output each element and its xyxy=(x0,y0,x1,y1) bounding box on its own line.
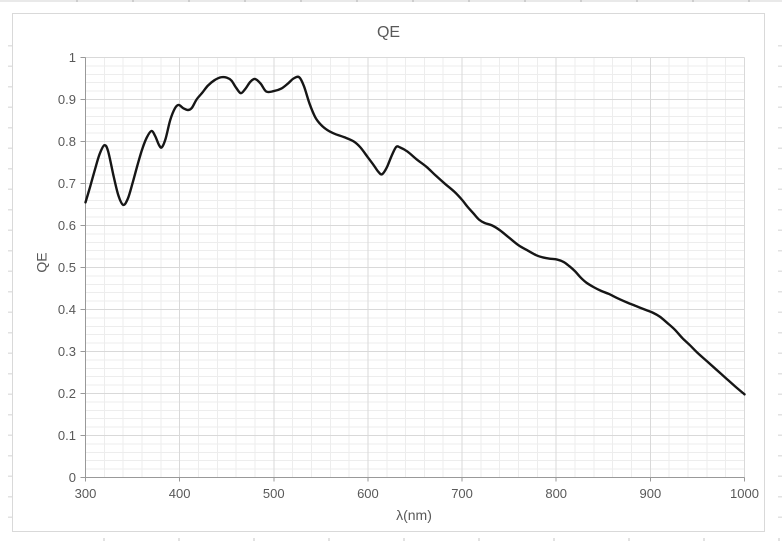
y-tick-label: 1 xyxy=(68,49,76,65)
y-tick-label: 0.2 xyxy=(57,385,76,401)
y-tick-label: 0.1 xyxy=(57,427,76,443)
x-tick-label: 300 xyxy=(74,486,97,501)
spreadsheet-row-gridline-stubs-left xyxy=(8,26,12,531)
y-tick-label: 0.4 xyxy=(57,301,76,317)
chart-container[interactable]: QE QE 0 0.1 0.2 0.3 0.4 0.5 0.6 0.7 0.8 0.9 1 300 4… xyxy=(12,13,765,532)
y-tick-label: 0.7 xyxy=(57,175,76,191)
y-tick-label: 0.9 xyxy=(57,91,76,107)
y-tick-label: 0.8 xyxy=(57,133,76,149)
spreadsheet-column-header-edge xyxy=(0,0,782,2)
chart-title: QE xyxy=(376,24,401,41)
spreadsheet-column-gridline-stubs-bottom xyxy=(0,538,782,541)
y-tick-label: 0.3 xyxy=(57,343,76,359)
x-tick-label: 600 xyxy=(357,486,379,501)
y-tick-label: 0 xyxy=(68,469,76,485)
axis-lines-and-ticks xyxy=(80,57,745,482)
x-tick-label: 400 xyxy=(168,486,191,501)
x-tick-label: 800 xyxy=(545,486,568,501)
x-tick-label: 700 xyxy=(451,486,473,501)
plot-area xyxy=(80,57,746,482)
spreadsheet-row-gridline-stubs-right xyxy=(778,26,782,531)
x-tick-label: 500 xyxy=(262,486,285,501)
x-tick-label: 1000 xyxy=(730,486,759,501)
y-tick-label: 0.6 xyxy=(57,217,76,233)
x-axis-title: λ(nm) xyxy=(396,507,432,523)
y-tick-label: 0.5 xyxy=(57,259,76,275)
qe-curve[interactable] xyxy=(84,75,746,396)
major-gridlines xyxy=(85,57,745,478)
x-tick-label: 900 xyxy=(639,486,662,501)
